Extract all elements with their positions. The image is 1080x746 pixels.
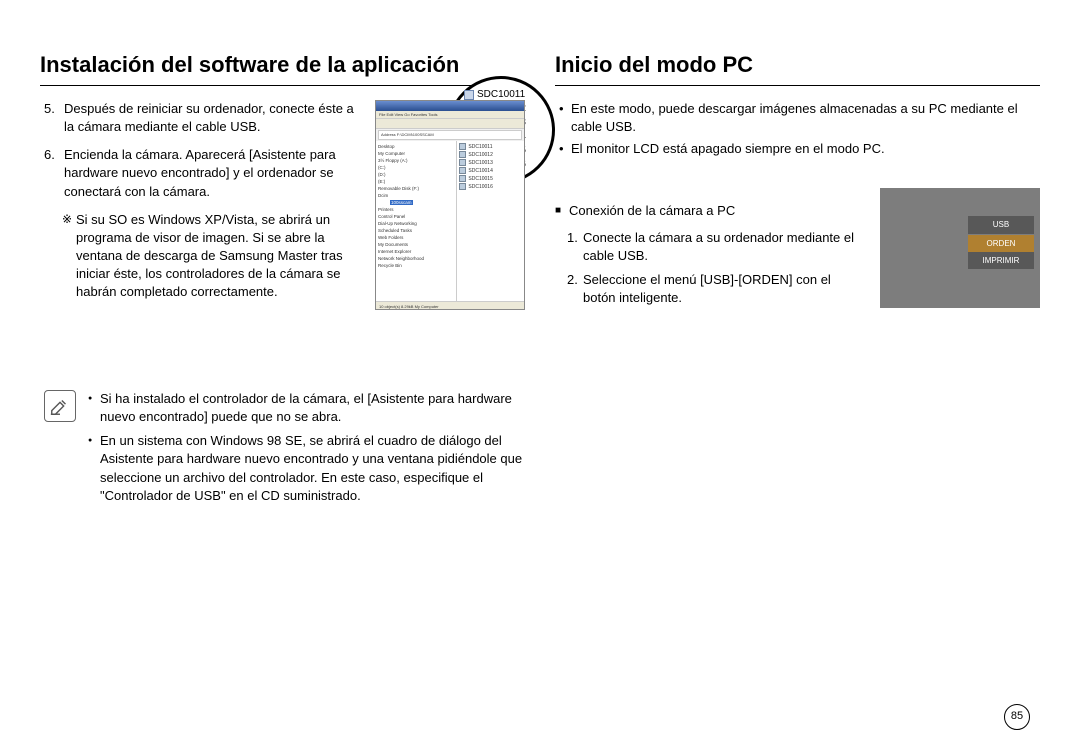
step-5: 5. Después de reiniciar su ordenador, co… xyxy=(40,100,365,136)
right-bullet-2: El monitor LCD está apagado siempre en e… xyxy=(555,140,1040,158)
menu-orden: ORDEN xyxy=(968,235,1034,252)
tree-item: (C:) xyxy=(378,164,454,171)
note-list: Si ha instalado el controlador de la cám… xyxy=(88,390,525,511)
left-column: Instalación del software de la aplicació… xyxy=(40,50,525,511)
file-item: SDC10011 xyxy=(459,143,522,151)
step-6-number: 6. xyxy=(44,146,55,164)
tree-item: Recycle Bin xyxy=(378,262,454,269)
tree-item: Internet Explorer xyxy=(378,248,454,255)
note-item-2: En un sistema con Windows 98 SE, se abri… xyxy=(88,432,525,505)
camera-menu: USB ORDEN IMPRIMIR xyxy=(968,216,1034,270)
file-item: SDC10012 xyxy=(459,151,522,159)
explorer-file-list: SDC10011SDC10012SDC10013SDC10014SDC10015… xyxy=(457,141,524,301)
pencil-note-icon xyxy=(49,395,71,417)
substep-1: 1. Conecte la cámara a su ordenador medi… xyxy=(555,229,866,265)
tree-item: Removable Disk (F:) xyxy=(378,185,454,192)
substep-2: 2. Seleccione el menú [USB]-[ORDEN] con … xyxy=(555,271,866,307)
tree-item: 100sscam xyxy=(378,199,454,206)
tree-item: (E:) xyxy=(378,178,454,185)
left-body: 5. Después de reiniciar su ordenador, co… xyxy=(40,100,365,310)
file-item: SDC10016 xyxy=(459,183,522,191)
right-body: Conexión de la cámara a PC 1. Conecte la… xyxy=(555,188,866,313)
tree-item: Network Neighborhood xyxy=(378,255,454,262)
explorer-address: Address F:\DCIM\100SSCAM xyxy=(378,130,522,140)
step-6: 6. Encienda la cámara. Aparecerá [Asiste… xyxy=(40,146,365,201)
explorer-tree: Desktop My Computer 3½ Floppy (A:) (C:) … xyxy=(376,141,457,301)
file-item: SDC10014 xyxy=(459,167,522,175)
explorer-window: File Edit View Go Favorites Tools Addres… xyxy=(375,100,525,310)
tree-item: 3½ Floppy (A:) xyxy=(378,157,454,164)
substep-2-number: 2. xyxy=(567,271,578,289)
file-item: SDC10013 xyxy=(459,159,522,167)
step-5-text: Después de reiniciar su ordenador, conec… xyxy=(64,101,354,134)
tree-item: Dcim xyxy=(378,192,454,199)
menu-imprimir: IMPRIMIR xyxy=(968,252,1034,269)
tree-item: (D:) xyxy=(378,171,454,178)
right-column: Inicio del modo PC En este modo, puede d… xyxy=(555,50,1040,511)
right-bullet-1: En este modo, puede descargar imágenes a… xyxy=(555,100,1040,136)
star-note: Si su SO es Windows XP/Vista, se abrirá … xyxy=(40,211,365,302)
right-heading: Inicio del modo PC xyxy=(555,50,1040,86)
substep-2-text: Seleccione el menú [USB]-[ORDEN] con el … xyxy=(583,272,831,305)
substep-1-number: 1. xyxy=(567,229,578,247)
tree-item: Control Panel xyxy=(378,213,454,220)
tree-item: Printers xyxy=(378,206,454,213)
explorer-menubar: File Edit View Go Favorites Tools xyxy=(376,111,524,119)
tree-item: My Documents xyxy=(378,241,454,248)
tree-item: Dial-Up Networking xyxy=(378,220,454,227)
explorer-screenshot: SDC10011 SDC10012 SDC10013 SDC10014 SDC1… xyxy=(375,100,525,310)
left-heading: Instalación del software de la aplicació… xyxy=(40,50,525,86)
note-box: Si ha instalado el controlador de la cám… xyxy=(40,390,525,511)
tree-item: Scheduled Tasks xyxy=(378,227,454,234)
step-6-text: Encienda la cámara. Aparecerá [Asistente… xyxy=(64,147,336,198)
note-icon xyxy=(44,390,76,422)
explorer-status: 10 object(s) 8.29kB My Computer xyxy=(376,301,524,310)
tree-item: Desktop xyxy=(378,143,454,150)
menu-usb: USB xyxy=(968,216,1034,233)
tree-item: My Computer xyxy=(378,150,454,157)
camera-lcd: USB ORDEN IMPRIMIR xyxy=(880,188,1040,308)
explorer-titlebar xyxy=(376,101,524,111)
page-number: 85 xyxy=(1004,704,1030,730)
substep-1-text: Conecte la cámara a su ordenador mediant… xyxy=(583,230,854,263)
tree-item: Web Folders xyxy=(378,234,454,241)
explorer-toolbar xyxy=(376,119,524,129)
note-item-1: Si ha instalado el controlador de la cám… xyxy=(88,390,525,426)
step-5-number: 5. xyxy=(44,100,55,118)
square-heading: Conexión de la cámara a PC xyxy=(555,202,866,220)
file-item: SDC10015 xyxy=(459,175,522,183)
